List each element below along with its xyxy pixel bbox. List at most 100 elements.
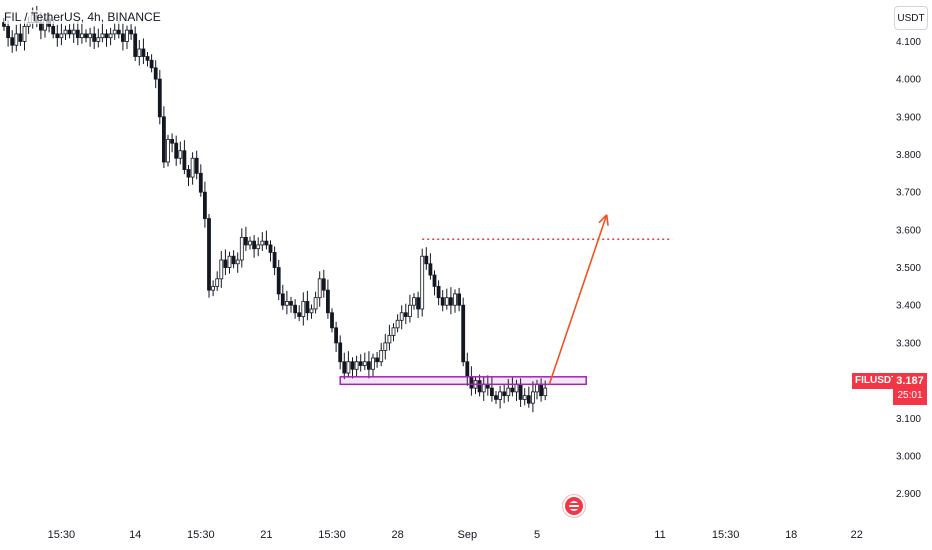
candle xyxy=(248,236,252,250)
candle xyxy=(510,377,515,397)
candle xyxy=(149,54,154,73)
candle xyxy=(276,260,281,300)
candle xyxy=(432,270,437,296)
candle xyxy=(342,352,347,380)
candle xyxy=(321,269,326,298)
candle xyxy=(161,106,166,169)
candle xyxy=(379,342,384,367)
candle xyxy=(280,284,285,310)
candle xyxy=(494,391,498,404)
support-zone[interactable] xyxy=(339,376,587,386)
candle xyxy=(358,354,363,372)
candle xyxy=(260,232,265,251)
price-tick-label: 3.400 xyxy=(896,301,921,312)
candle xyxy=(526,386,531,408)
candle xyxy=(440,290,445,312)
price-tick-label: 3.900 xyxy=(896,112,921,123)
candle xyxy=(420,248,425,317)
candle xyxy=(22,21,27,51)
candle xyxy=(256,237,261,257)
candle xyxy=(157,70,162,125)
candle xyxy=(235,252,240,273)
candle xyxy=(55,24,60,47)
candle xyxy=(272,246,277,276)
candle xyxy=(100,23,105,43)
time-tick-label: 15:30 xyxy=(712,529,740,541)
candle xyxy=(170,133,175,153)
time-tick-label: 14 xyxy=(129,529,141,541)
candle xyxy=(174,135,179,166)
candle xyxy=(309,304,314,319)
projection-arrow[interactable] xyxy=(548,214,609,385)
candle xyxy=(121,23,125,51)
candle xyxy=(375,351,380,368)
candle xyxy=(522,388,527,406)
time-tick-label: 15:30 xyxy=(187,529,215,541)
candle xyxy=(416,291,421,319)
time-tick-label: 18 xyxy=(785,529,797,541)
time-tick-label: 5 xyxy=(534,529,540,541)
candle xyxy=(334,321,339,352)
candle xyxy=(502,384,507,404)
candle xyxy=(362,352,367,371)
price-tick-label: 4.100 xyxy=(896,37,921,48)
candle xyxy=(354,355,359,377)
candle xyxy=(346,351,351,378)
candle xyxy=(166,134,170,167)
candle xyxy=(297,305,302,322)
time-tick-label: Sep xyxy=(458,529,478,541)
symbol-price-tag: FILUSDT xyxy=(852,373,901,389)
candle xyxy=(178,141,183,165)
candle xyxy=(461,297,466,367)
candle xyxy=(84,29,88,43)
candle xyxy=(293,299,298,319)
candle xyxy=(252,235,257,258)
last-price: 3.187 xyxy=(896,375,924,387)
candle xyxy=(10,30,15,53)
candle xyxy=(71,22,76,43)
time-axis[interactable]: 15:30 14 15:30 21 15:30 28 Sep 5 11 15:30 18 22 xyxy=(48,529,863,541)
candle xyxy=(145,52,150,67)
price-tick-label: 3.600 xyxy=(896,225,921,236)
candle xyxy=(182,140,187,175)
time-tick-label: 15:30 xyxy=(318,529,346,541)
price-axis[interactable]: 4.100 4.000 3.900 3.800 3.700 3.600 3.500 3.400… xyxy=(896,37,921,500)
candle xyxy=(133,26,138,62)
price-tick-label: 3.700 xyxy=(896,188,921,199)
candle xyxy=(194,150,199,180)
candles xyxy=(2,6,548,413)
time-tick-label: 22 xyxy=(851,529,863,541)
candle xyxy=(215,271,220,291)
time-tick-label: 11 xyxy=(654,529,665,541)
candle xyxy=(125,25,129,49)
candle xyxy=(338,335,343,370)
candle xyxy=(395,314,400,333)
candle xyxy=(489,377,494,402)
candle xyxy=(198,164,203,197)
candle xyxy=(96,28,101,48)
drawings xyxy=(339,214,673,386)
candle xyxy=(313,291,318,314)
candle xyxy=(153,60,158,89)
candle xyxy=(190,152,195,185)
candle xyxy=(14,24,19,52)
candle xyxy=(391,323,396,342)
candle xyxy=(108,27,113,46)
candle xyxy=(424,247,429,270)
candle xyxy=(80,23,84,44)
currency-unit-button[interactable]: USDT xyxy=(894,6,928,30)
candle xyxy=(407,294,412,323)
candle xyxy=(75,21,80,46)
us-flag-event-icon[interactable] xyxy=(563,495,585,517)
candle xyxy=(6,20,10,47)
price-tick-label: 4.000 xyxy=(896,75,921,86)
candle xyxy=(18,23,23,46)
candle xyxy=(268,240,273,262)
candle xyxy=(129,24,134,40)
candle xyxy=(231,250,236,269)
time-tick-label: 28 xyxy=(391,529,403,541)
candle xyxy=(305,290,310,321)
price-tick-label: 3.500 xyxy=(896,263,921,274)
candle xyxy=(366,351,371,379)
